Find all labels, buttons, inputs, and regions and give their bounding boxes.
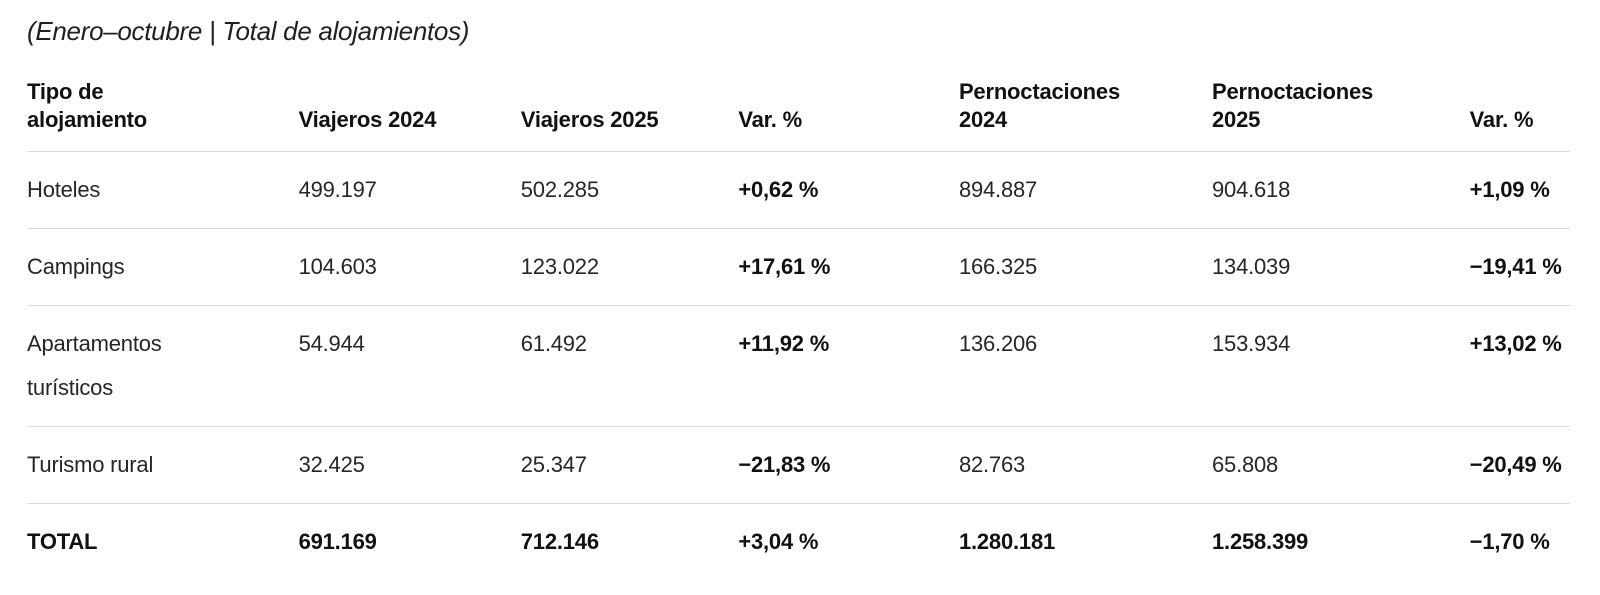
cell-var-viajeros: −21,83 % [738, 426, 959, 504]
table-row-total: TOTAL 691.169 712.146 +3,04 % 1.280.181 … [27, 504, 1570, 581]
cell-pernoctaciones-2024: 1.280.181 [958, 529, 1056, 554]
cell-pernoctaciones-2025: 65.808 [1212, 426, 1470, 504]
column-header-tipo-de-alojamiento: Tipo de alojamiento [27, 68, 299, 152]
cell-viajeros-2025: 25.347 [520, 426, 739, 504]
cell-var-pernoctaciones: −20,49 % [1469, 426, 1570, 504]
table-row-turismo-rural: Turismo rural 32.425 25.347 −21,83 % 82.… [27, 426, 1570, 504]
cell-var-pernoctaciones: −1,70 % [1469, 529, 1550, 554]
cell-viajeros-2024: 32.425 [298, 426, 521, 504]
cell-viajeros-2025: 502.285 [520, 151, 739, 229]
cell-viajeros-2025: 123.022 [520, 228, 739, 306]
table-header-row: Tipo de alojamiento Viajeros 2024 Viajer… [27, 68, 1570, 152]
cell-viajeros-2024: 54.944 [298, 305, 521, 427]
column-header-pernoctaciones-2024: Pernoctaciones 2024 [958, 68, 1212, 152]
cell-tipo: Turismo rural [27, 426, 299, 504]
cell-viajeros-2024: 104.603 [298, 228, 521, 306]
cell-tipo: Campings [27, 228, 299, 306]
table-title: (Enero–octubre | Total de alojamientos) [27, 16, 470, 46]
column-header-var-pernoctaciones: Var. % [1469, 68, 1570, 152]
cell-tipo: Hoteles [27, 151, 299, 229]
cell-var-pernoctaciones: +1,09 % [1469, 151, 1570, 229]
column-header-viajeros-2024: Viajeros 2024 [298, 68, 521, 152]
cell-viajeros-2024: 691.169 [298, 529, 377, 554]
cell-var-viajeros: +3,04 % [738, 529, 819, 554]
table-row-hoteles: Hoteles 499.197 502.285 +0,62 % 894.887 … [27, 151, 1570, 229]
accommodation-stats-page: (Enero–octubre | Total de alojamientos) … [27, 16, 1570, 580]
cell-tipo: Apartamentos turísticos [27, 305, 299, 427]
column-header-var-viajeros: Var. % [738, 68, 959, 152]
cell-pernoctaciones-2024: 166.325 [958, 228, 1212, 306]
cell-tipo: TOTAL [27, 529, 98, 554]
column-header-pernoctaciones-2025: Pernoctaciones 2025 [1212, 68, 1470, 152]
cell-var-viajeros: +0,62 % [738, 151, 959, 229]
cell-viajeros-2025: 712.146 [520, 529, 599, 554]
column-header-viajeros-2025: Viajeros 2025 [520, 68, 739, 152]
accommodation-stats-table: Tipo de alojamiento Viajeros 2024 Viajer… [27, 68, 1570, 580]
cell-pernoctaciones-2025: 134.039 [1212, 228, 1470, 306]
cell-var-viajeros: +17,61 % [738, 228, 959, 306]
cell-pernoctaciones-2024: 894.887 [958, 151, 1212, 229]
cell-viajeros-2024: 499.197 [298, 151, 521, 229]
cell-viajeros-2025: 61.492 [520, 305, 739, 427]
table-row-apartamentos-turisticos: Apartamentos turísticos 54.944 61.492 +1… [27, 305, 1570, 427]
cell-var-viajeros: +11,92 % [738, 305, 959, 427]
cell-var-pernoctaciones: −19,41 % [1469, 228, 1570, 306]
cell-pernoctaciones-2024: 82.763 [958, 426, 1212, 504]
cell-pernoctaciones-2025: 153.934 [1212, 305, 1470, 427]
cell-pernoctaciones-2025: 1.258.399 [1212, 529, 1309, 554]
cell-pernoctaciones-2024: 136.206 [958, 305, 1212, 427]
table-row-campings: Campings 104.603 123.022 +17,61 % 166.32… [27, 228, 1570, 306]
cell-var-pernoctaciones: +13,02 % [1469, 305, 1570, 427]
cell-pernoctaciones-2025: 904.618 [1212, 151, 1470, 229]
